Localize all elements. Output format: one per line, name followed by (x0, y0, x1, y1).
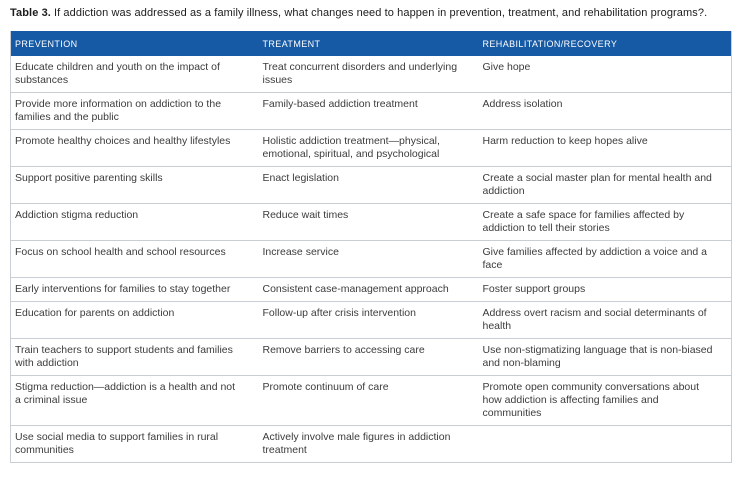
table-cell: Educate children and youth on the impact… (10, 56, 259, 93)
table-cell: Address isolation (478, 92, 732, 130)
table-cell: Holistic addiction treatment—physical, e… (258, 129, 479, 167)
table-cell: Actively involve male figures in addicti… (258, 425, 479, 463)
table-row: Promote healthy choices and healthy life… (10, 129, 732, 167)
table-number: Table 3. (10, 7, 51, 19)
table-row: Use social media to support families in … (10, 425, 732, 463)
table-cell: Focus on school health and school resour… (10, 240, 259, 278)
table-cell: Give families affected by addiction a vo… (478, 240, 732, 278)
table-cell: Harm reduction to keep hopes alive (478, 129, 732, 167)
table-cell: Education for parents on addiction (10, 301, 259, 339)
table-cell: Use non-stigmatizing language that is no… (478, 338, 732, 376)
table-cell: Train teachers to support students and f… (10, 338, 259, 376)
table-cell: Stigma reduction—addiction is a health a… (10, 375, 259, 426)
table-cell (478, 425, 732, 463)
table-header-row: PREVENTION TREATMENT REHABILITATION/RECO… (10, 31, 732, 56)
table-cell: Family-based addiction treatment (258, 92, 479, 130)
column-header-treatment: TREATMENT (258, 31, 479, 56)
table-cell: Address overt racism and social determin… (478, 301, 732, 339)
table-cell: Treat concurrent disorders and underlyin… (258, 56, 479, 93)
table-cell: Increase service (258, 240, 479, 278)
table-row: Education for parents on addiction Follo… (10, 301, 732, 339)
table-row: Addiction stigma reduction Reduce wait t… (10, 203, 732, 241)
table-cell: Create a safe space for families affecte… (478, 203, 732, 241)
table-caption-text: If addiction was addressed as a family i… (53, 7, 708, 19)
column-header-rehabilitation-recovery: REHABILITATION/RECOVERY (478, 31, 732, 56)
table-cell: Addiction stigma reduction (10, 203, 259, 241)
table-cell: Promote healthy choices and healthy life… (10, 129, 259, 167)
table-row: Train teachers to support students and f… (10, 338, 732, 376)
table-row: Support positive parenting skills Enact … (10, 166, 732, 204)
table-cell: Remove barriers to accessing care (258, 338, 479, 376)
data-table: PREVENTION TREATMENT REHABILITATION/RECO… (10, 31, 732, 463)
table-row: Provide more information on addiction to… (10, 92, 732, 130)
table-cell: Promote open community conversations abo… (478, 375, 732, 426)
table-caption: Table 3. If addiction was addressed as a … (10, 6, 731, 20)
table-cell: Use social media to support families in … (10, 425, 259, 463)
table-row: Focus on school health and school resour… (10, 240, 732, 278)
table-cell: Early interventions for families to stay… (10, 277, 259, 302)
table-row: Stigma reduction—addiction is a health a… (10, 375, 732, 426)
table-row: Educate children and youth on the impact… (10, 56, 732, 93)
table-cell: Reduce wait times (258, 203, 479, 241)
table-cell: Promote continuum of care (258, 375, 479, 426)
table-cell: Consistent case-management approach (258, 277, 479, 302)
table-cell: Foster support groups (478, 277, 732, 302)
table-cell: Give hope (478, 56, 732, 93)
table-cell: Support positive parenting skills (10, 166, 259, 204)
column-header-prevention: PREVENTION (10, 31, 259, 56)
table-cell: Follow-up after crisis intervention (258, 301, 479, 339)
table-row: Early interventions for families to stay… (10, 277, 732, 302)
table-cell: Provide more information on addiction to… (10, 92, 259, 130)
table-cell: Enact legislation (258, 166, 479, 204)
table-cell: Create a social master plan for mental h… (478, 166, 732, 204)
